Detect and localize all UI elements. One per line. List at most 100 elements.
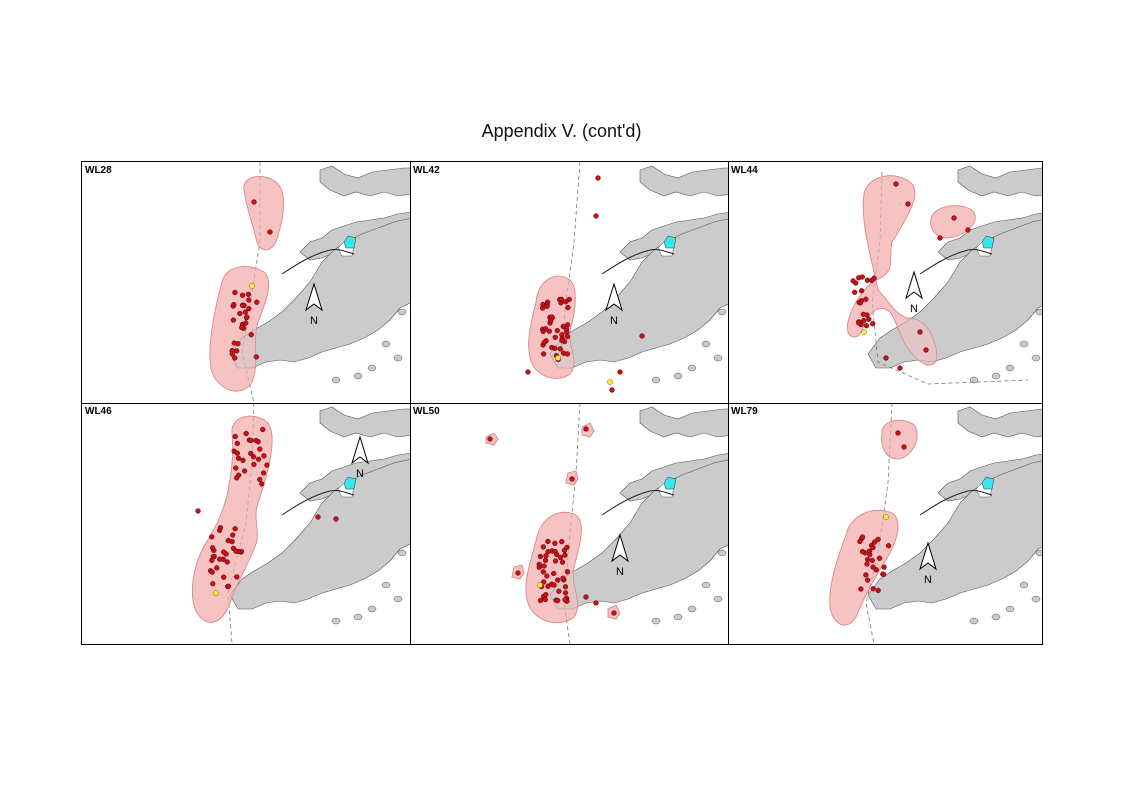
sighting-dot	[937, 235, 943, 241]
sighting-dot	[870, 321, 876, 327]
sighting-dot	[216, 527, 223, 534]
sighting-dot	[852, 289, 858, 295]
sighting-dot	[210, 581, 216, 587]
range-overlay	[829, 509, 899, 626]
sighting-dot	[864, 561, 870, 567]
sighting-dot	[540, 544, 547, 550]
sighting-dot	[544, 573, 550, 579]
mainland	[319, 165, 410, 197]
map-panel-wl46: N WL46	[82, 403, 410, 644]
sighting-dot	[257, 446, 263, 452]
north-arrow-icon	[905, 270, 923, 300]
sighting-dot	[897, 365, 903, 371]
sighting-dot	[564, 544, 570, 551]
islet	[331, 376, 341, 384]
islet	[381, 581, 391, 589]
sighting-dot	[562, 590, 569, 596]
islet	[381, 340, 391, 348]
bridge-line	[601, 249, 675, 275]
sighting-dot	[859, 548, 866, 555]
sighting-dot	[552, 558, 559, 564]
sighting-dot	[315, 514, 321, 520]
islet	[713, 354, 723, 362]
sighting-dot	[232, 433, 238, 440]
sighting-dot	[857, 300, 863, 306]
sighting-dot	[232, 355, 238, 361]
map-svg-wl46: N	[191, 403, 410, 644]
north-label: N	[610, 315, 618, 327]
sighting-dot	[221, 549, 227, 555]
map-panel-wl42: N WL42	[410, 162, 728, 403]
sighting-dot	[248, 450, 254, 457]
islet	[717, 308, 727, 316]
islet	[331, 617, 341, 625]
sighting-dot	[609, 387, 615, 393]
airport-platform	[663, 476, 677, 490]
sighting-dot	[569, 476, 575, 482]
main-island	[229, 459, 410, 610]
highlight-dot	[607, 379, 613, 385]
panel-label: WL44	[731, 165, 758, 176]
sighting-dot	[545, 548, 551, 555]
islet	[969, 617, 979, 625]
islet	[393, 354, 403, 362]
sighting-dot	[542, 326, 549, 332]
panel-divider	[82, 403, 1042, 404]
north-label: N	[910, 303, 918, 315]
sighting-dot	[264, 462, 270, 468]
sighting-dot	[593, 600, 599, 606]
map-panel-wl79: N WL79	[728, 403, 1042, 644]
sighting-dot	[231, 302, 237, 308]
sighting-dot	[923, 347, 929, 353]
highlight-dot	[861, 329, 867, 335]
islet	[713, 595, 723, 603]
sighting-dot	[546, 328, 552, 334]
islet	[397, 549, 407, 557]
sighting-dot	[883, 355, 889, 361]
sighting-dot	[562, 584, 569, 590]
sighting-dot	[225, 583, 232, 589]
range-overlay	[243, 176, 284, 251]
sighting-dot	[333, 516, 339, 522]
sighting-dot	[259, 481, 265, 487]
sighting-dot	[559, 337, 565, 344]
sighting-dot	[487, 436, 493, 442]
islet	[1005, 605, 1015, 613]
mainland	[957, 406, 1042, 438]
sighting-dot	[863, 572, 869, 578]
sighting-dot	[548, 317, 554, 324]
sighting-dot	[221, 574, 227, 580]
islet	[991, 372, 1001, 380]
basemap: N	[229, 165, 410, 384]
sighting-dot	[859, 534, 866, 540]
north-arrow-icon	[305, 282, 323, 312]
sighting-dot	[251, 199, 257, 205]
sighting-dot	[876, 555, 883, 561]
sighting-dot	[871, 275, 877, 281]
sighting-dot	[850, 278, 856, 284]
islet	[969, 376, 979, 384]
sighting-dot	[545, 538, 551, 545]
bridge-line	[601, 490, 675, 516]
sighting-dot	[583, 594, 589, 600]
sighting-dot	[554, 597, 561, 604]
sighting-dot	[240, 457, 246, 463]
sighting-dot	[885, 543, 892, 549]
sighting-dot	[863, 296, 869, 302]
panel-label: WL28	[85, 165, 112, 176]
sighting-dot	[243, 430, 249, 437]
map-svg-wl42: N	[525, 162, 728, 393]
highlight-dot	[537, 582, 543, 588]
panel-label: WL42	[413, 165, 440, 176]
north-label: N	[924, 574, 932, 586]
sighting-dot	[858, 288, 865, 294]
sighting-dot	[209, 569, 215, 575]
sighting-dot	[583, 426, 589, 432]
sighting-dot	[231, 340, 237, 346]
sighting-dot	[254, 299, 260, 305]
bridge-line	[281, 249, 355, 275]
sighting-dot	[555, 577, 561, 583]
sighting-dot	[541, 563, 547, 569]
range-overlay	[525, 511, 582, 624]
sighting-dot	[544, 303, 550, 310]
